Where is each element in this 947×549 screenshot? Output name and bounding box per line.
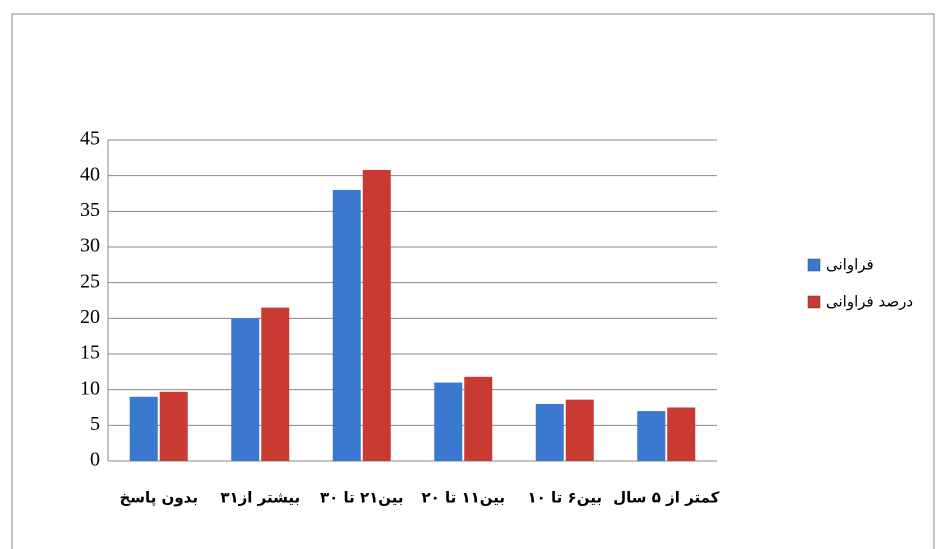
- y-tick-label: 30: [80, 235, 100, 257]
- y-tick-label: 40: [80, 163, 100, 185]
- x-tick-label: بین۶ تا ۱۰: [528, 489, 602, 507]
- legend-swatch: [807, 295, 821, 309]
- bar: [159, 391, 188, 461]
- x-tick-label: کمتر از ۵ سال: [613, 489, 720, 507]
- x-tick-label: بدون پاسخ: [120, 489, 198, 508]
- y-tick-label: 20: [80, 306, 100, 328]
- bar: [261, 307, 290, 461]
- bar: [464, 376, 493, 461]
- bar: [667, 407, 696, 461]
- bar: [565, 399, 594, 461]
- y-tick-label: 45: [80, 128, 100, 150]
- legend-label: درصد فراوانی: [826, 293, 913, 311]
- bar: [332, 189, 361, 461]
- chart-border: [11, 13, 935, 549]
- bar: [535, 403, 564, 461]
- bar: [231, 318, 260, 461]
- y-tick-label: 25: [80, 270, 100, 292]
- y-tick-label: 0: [90, 449, 100, 471]
- bar: [434, 382, 463, 461]
- bar: [129, 396, 158, 461]
- x-tick-label: بیشتر از۳۱: [220, 489, 300, 507]
- y-tick-label: 15: [80, 342, 100, 364]
- x-tick-label: بین۲۱ تا ۳۰: [320, 489, 404, 507]
- bar: [362, 169, 391, 461]
- y-tick-label: 5: [90, 413, 100, 435]
- x-tick-label: بین۱۱ تا ۲۰: [421, 489, 505, 507]
- legend-swatch: [807, 258, 821, 272]
- y-tick-label: 35: [80, 199, 100, 221]
- y-tick-label: 10: [80, 377, 100, 399]
- legend-label: فراوانی: [826, 256, 874, 274]
- bar: [637, 411, 666, 461]
